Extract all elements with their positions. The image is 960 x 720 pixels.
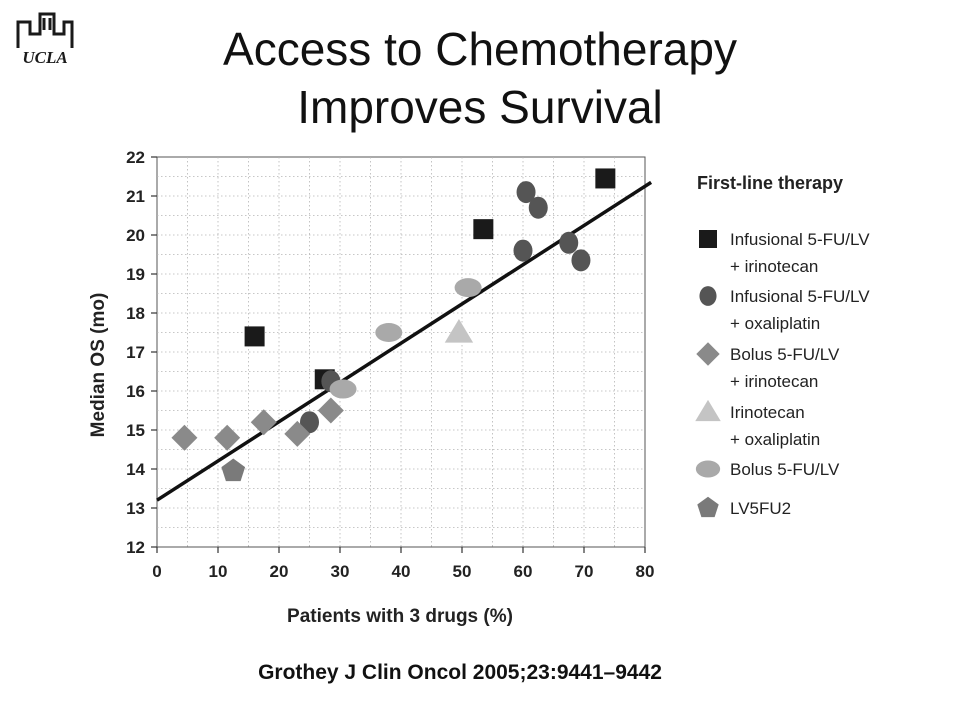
y-tick-label: 13 (126, 499, 145, 518)
x-tick-label: 80 (636, 562, 655, 581)
legend-label: Bolus 5-FU/LV (730, 345, 840, 364)
legend-label: LV5FU2 (730, 499, 791, 518)
legend-marker-circle (699, 286, 717, 306)
point-circle-1-0 (300, 411, 319, 434)
legend-marker-square (699, 230, 717, 248)
legend-title: First-line therapy (697, 173, 843, 193)
point-diamond-2-1 (214, 424, 241, 451)
point-square-0-2 (473, 219, 494, 240)
axes: 0 10 20 30 40 50 60 70 80 12 13 14 15 16 17 18 19 20 21 22 (126, 148, 654, 581)
point-circle-1-3 (516, 181, 536, 204)
legend-label-line2: + irinotecan (730, 257, 818, 276)
x-tick-label: 30 (331, 562, 350, 581)
point-circle-1-4 (528, 196, 548, 219)
x-tick-label: 60 (514, 562, 533, 581)
legend-label-line2: + irinotecan (730, 372, 818, 391)
y-tick-label: 14 (126, 460, 145, 479)
point-diamond-2-4 (317, 397, 344, 424)
legend-label-line2: + oxaliplatin (730, 314, 820, 333)
point-ellipse-4-1 (375, 323, 403, 342)
legend-label: Bolus 5-FU/LV (730, 460, 840, 479)
point-diamond-2-3 (284, 420, 311, 447)
y-tick-label: 16 (126, 382, 145, 401)
legend-label: Irinotecan (730, 403, 805, 422)
x-axis-label: Patients with 3 drugs (%) (287, 606, 513, 627)
point-circle-1-6 (571, 249, 591, 272)
y-tick-label: 19 (126, 265, 145, 284)
x-tick-label: 20 (270, 562, 289, 581)
y-tick-label: 22 (126, 148, 145, 167)
ucla-logo: UCLA (16, 12, 74, 67)
y-tick-label: 15 (126, 421, 145, 440)
y-tick-label: 12 (126, 538, 145, 557)
x-tick-label: 40 (392, 562, 411, 581)
legend-marker-pentagon (697, 496, 719, 518)
point-diamond-2-2 (250, 409, 277, 436)
y-tick-label: 18 (126, 304, 145, 323)
y-tick-label: 21 (126, 187, 145, 206)
slide-title: Access to Chemotherapy Improves Survival (100, 20, 860, 136)
x-tick-label: 70 (575, 562, 594, 581)
legend-label: Infusional 5-FU/LV (730, 230, 870, 249)
x-tick-label: 50 (453, 562, 472, 581)
point-circle-1-2 (513, 239, 533, 262)
legend-label: Infusional 5-FU/LV (730, 287, 870, 306)
point-square-0-0 (244, 326, 265, 347)
legend: First-line therapy Infusional 5-FU/LV + i… (695, 173, 870, 518)
legend-marker-ellipse (695, 460, 721, 478)
title-line-1: Access to Chemotherapy (223, 23, 737, 75)
legend-marker-diamond (696, 342, 720, 366)
point-ellipse-4-0 (329, 379, 357, 399)
point-pentagon-5-0 (221, 458, 246, 482)
citation: Grothey J Clin Oncol 2005;23:9441–9442 (258, 661, 662, 684)
point-diamond-2-0 (171, 424, 198, 451)
point-ellipse-4-2 (454, 278, 482, 298)
y-tick-label: 20 (126, 226, 145, 245)
y-tick-label: 17 (126, 343, 145, 362)
point-triangle-3-0 (444, 319, 474, 343)
point-square-0-3 (595, 168, 616, 189)
point-circle-1-5 (559, 231, 579, 254)
logo-lettering: UCLA (22, 48, 67, 67)
y-axis-label: Median OS (mo) (88, 293, 109, 438)
data-points (171, 168, 616, 482)
x-tick-label: 10 (209, 562, 228, 581)
x-tick-label: 0 (152, 562, 161, 581)
title-line-2: Improves Survival (297, 81, 663, 133)
legend-marker-triangle (695, 399, 721, 422)
legend-label-line2: + oxaliplatin (730, 430, 820, 449)
